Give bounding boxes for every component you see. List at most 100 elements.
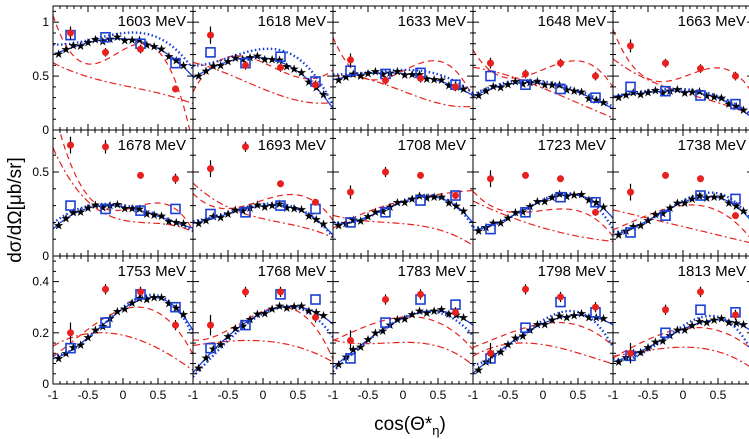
star-marker: ★	[333, 73, 344, 87]
star-marker: ★	[377, 324, 388, 338]
blue-square-point	[415, 195, 426, 206]
red-data-point	[67, 29, 74, 37]
red-data-point	[242, 288, 249, 296]
y-tick-label: 0.5	[32, 165, 49, 179]
star-marker: ★	[252, 307, 263, 321]
star-marker: ★	[613, 90, 624, 104]
red-data-point	[522, 285, 529, 293]
x-tick-label: -0.5	[218, 388, 239, 402]
star-marker: ★	[554, 309, 565, 323]
star-marker: ★	[163, 49, 174, 63]
star-marker: ★	[598, 312, 609, 326]
red-data-point	[522, 171, 529, 179]
x-tick-label: -1	[608, 388, 619, 402]
model-dashdot-line	[53, 332, 193, 371]
star-marker: ★	[716, 91, 727, 105]
star-marker: ★	[436, 303, 447, 317]
star-marker: ★	[701, 89, 712, 103]
star-marker: ★	[149, 208, 160, 222]
star-marker: ★	[208, 342, 219, 356]
panel-plot-area: ★★★★★★★★★★★★★★★★★★	[333, 166, 473, 247]
star-marker: ★	[716, 190, 727, 204]
red-data-point	[592, 208, 599, 216]
star-marker: ★	[127, 33, 138, 47]
red-data-point	[207, 321, 214, 329]
star-marker: ★	[303, 75, 314, 89]
star-marker: ★	[163, 297, 174, 311]
star-marker: ★	[392, 65, 403, 79]
blue-square-point	[590, 92, 601, 103]
star-marker: ★	[510, 75, 521, 89]
star-marker: ★	[436, 190, 447, 204]
star-marker: ★	[230, 203, 241, 217]
red-data-point	[312, 81, 319, 89]
star-marker: ★	[738, 318, 749, 332]
star-marker: ★	[481, 84, 492, 98]
star-marker: ★	[407, 308, 418, 322]
model-dotted-line	[53, 31, 193, 70]
star-marker: ★	[333, 219, 344, 233]
blue-square-point	[240, 319, 251, 331]
star-marker: ★	[628, 86, 639, 100]
blue-square-point	[520, 207, 531, 218]
star-marker: ★	[311, 213, 322, 227]
panel-plot-area: ★★★★★★★★★★★★★★★★★★	[473, 284, 613, 377]
star-marker: ★	[547, 191, 558, 205]
star-marker: ★	[443, 196, 454, 210]
red-data-point	[67, 329, 74, 337]
x-tick-label: -1	[468, 388, 479, 402]
star-marker: ★	[134, 202, 145, 216]
star-marker: ★	[274, 299, 285, 313]
star-marker: ★	[311, 306, 322, 320]
star-marker: ★	[421, 306, 432, 320]
star-marker: ★	[709, 190, 720, 204]
red-data-point	[67, 141, 74, 149]
red-data-point	[137, 171, 144, 179]
blue-square-point	[380, 317, 391, 328]
panel-energy-label: 1693 MeV	[258, 137, 326, 154]
star-marker: ★	[363, 67, 374, 81]
model-solid-line	[613, 90, 749, 117]
star-marker: ★	[576, 307, 587, 321]
red-data-point	[487, 175, 494, 183]
x-tick-label: -0.5	[498, 388, 519, 402]
blue-square-point	[65, 200, 76, 211]
red-data-point	[172, 321, 179, 329]
model-dashed-line	[193, 306, 333, 360]
star-marker: ★	[635, 346, 646, 360]
star-marker: ★	[223, 207, 234, 221]
panel: ★★★★★★★★★★★★★★★★★★1663 MeV	[612, 5, 749, 131]
red-data-point	[732, 311, 739, 319]
star-marker: ★	[245, 50, 256, 64]
panel-plot-area: ★★★★★★★★★★★★★★★★★★	[193, 286, 333, 378]
star-marker: ★	[156, 209, 167, 223]
star-marker: ★	[716, 311, 727, 325]
model-dashdot-line	[333, 214, 473, 247]
star-marker: ★	[701, 316, 712, 330]
star-marker: ★	[701, 191, 712, 205]
blue-square-point	[520, 322, 531, 333]
panel-energy-label: 1723 MeV	[538, 137, 606, 154]
star-marker: ★	[377, 67, 388, 81]
red-data-point	[102, 143, 109, 151]
star-marker: ★	[355, 340, 366, 354]
star-marker: ★	[458, 310, 469, 324]
panel-energy-label: 1738 MeV	[678, 137, 746, 154]
star-marker: ★	[510, 331, 521, 345]
model-dotted-line	[333, 310, 473, 373]
model-solid-line	[333, 196, 473, 225]
star-marker: ★	[303, 304, 314, 318]
blue-square-point	[555, 83, 566, 95]
star-marker: ★	[591, 311, 602, 325]
model-dashdot-line	[333, 339, 473, 366]
panel-plot-area: ★★★★★★★★★★★★★★★★★★	[53, 15, 193, 130]
panel-plot-area: ★★★★★★★★★★★★★★★★★★	[193, 26, 333, 109]
star-marker: ★	[289, 62, 300, 76]
y-tick-label: 1	[42, 15, 49, 29]
red-data-point	[697, 65, 704, 73]
star-marker: ★	[436, 73, 447, 87]
red-data-point	[102, 285, 109, 293]
y-tick-label: 0.2	[32, 326, 49, 340]
panel: ★★★★★★★★★★★★★★★★★★ 1738 MeV	[612, 129, 749, 257]
star-marker: ★	[127, 296, 138, 310]
